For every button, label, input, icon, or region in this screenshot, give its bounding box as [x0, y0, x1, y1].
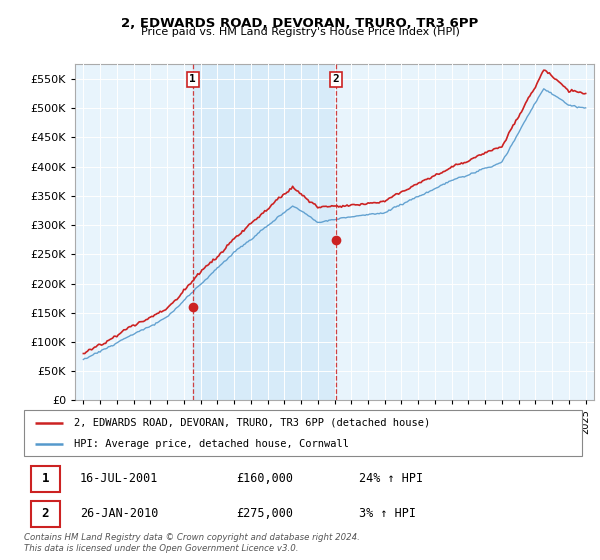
Text: Price paid vs. HM Land Registry's House Price Index (HPI): Price paid vs. HM Land Registry's House …: [140, 27, 460, 37]
Text: 1: 1: [190, 74, 196, 85]
Text: 16-JUL-2001: 16-JUL-2001: [80, 472, 158, 486]
Text: Contains HM Land Registry data © Crown copyright and database right 2024.
This d: Contains HM Land Registry data © Crown c…: [24, 533, 360, 553]
Text: HPI: Average price, detached house, Cornwall: HPI: Average price, detached house, Corn…: [74, 439, 349, 449]
Text: £275,000: £275,000: [236, 507, 293, 520]
Text: 2, EDWARDS ROAD, DEVORAN, TRURO, TR3 6PP: 2, EDWARDS ROAD, DEVORAN, TRURO, TR3 6PP: [121, 17, 479, 30]
Text: 2: 2: [41, 507, 49, 520]
Text: 26-JAN-2010: 26-JAN-2010: [80, 507, 158, 520]
Text: 2: 2: [332, 74, 339, 85]
Bar: [193, 64, 335, 400]
Bar: [31, 501, 60, 527]
Text: 2, EDWARDS ROAD, DEVORAN, TRURO, TR3 6PP (detached house): 2, EDWARDS ROAD, DEVORAN, TRURO, TR3 6PP…: [74, 418, 430, 428]
Text: £160,000: £160,000: [236, 472, 293, 486]
Text: 24% ↑ HPI: 24% ↑ HPI: [359, 472, 423, 486]
Bar: [31, 465, 60, 492]
Text: 1: 1: [41, 472, 49, 486]
Text: 3% ↑ HPI: 3% ↑ HPI: [359, 507, 416, 520]
